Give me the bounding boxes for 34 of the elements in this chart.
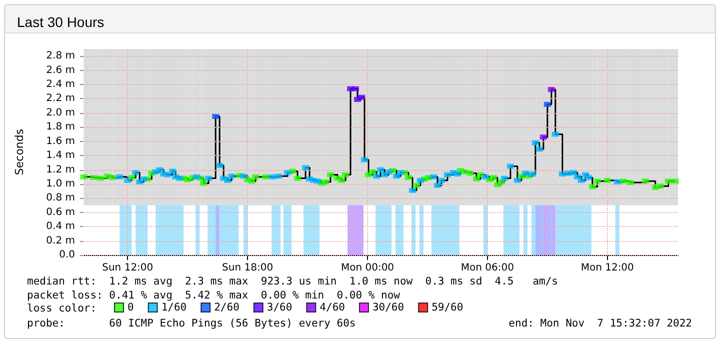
legend-label: 1/60 [161,302,187,314]
x-tick-label: Mon 00:00 [340,262,394,274]
legend-label: 3/60 [266,302,292,314]
y-tick-label: 2.0 m [46,107,75,118]
y-tick-label: 0.8 m [46,192,75,204]
legend-title: loss color: [27,302,97,314]
y-tick-label: 1.0 m [46,178,75,190]
y-tick-label: 0.6 m [46,206,75,218]
text: probe: 60 ICMP Echo Pings (56 Bytes) every 60s [27,318,356,330]
y-tick-label: 1.8 m [46,122,75,133]
y-tick-label: 2.8 m [46,50,75,62]
y-tick-label: 2.4 m [46,79,75,90]
y-tick-label: 2.2 m [46,93,75,104]
y-tick-label: 0.4 m [46,221,75,232]
x-tick-label: Mon 06:00 [460,262,514,274]
text: end: Mon Nov 7 15:32:07 2022 [508,318,692,330]
legend-label: 30/60 [372,302,404,314]
y-tick-label: 0.2 m [46,235,75,246]
legend-label: 4/60 [320,302,345,314]
chart-title: Last 30 Hours [17,14,104,30]
y-tick-label: 1.2 m [46,164,75,176]
legend-label: 59/60 [432,302,464,314]
legend-label: 0 [128,302,134,314]
text: packet loss: 0.41 % avg 5.42 % max 0.00 % min 0.00 % now [27,290,401,302]
x-tick-label: Sun 12:00 [102,262,154,274]
x-tick-label: Mon 12:00 [580,262,634,274]
y-axis-title: Seconds [13,128,26,176]
y-tick-label: 0.0 [59,250,75,260]
y-tick-label: 1.6 m [46,136,75,147]
x-tick-label: Sun 18:00 [222,262,274,274]
legend-label: 2/60 [214,302,240,314]
y-tick-label: 2.6 m [46,64,75,76]
y-tick-label: 1.4 m [46,150,75,162]
text: median rtt: 1.2 ms avg 2.3 ms max 923.3 us min 1.0 ms now 0.3 ms sd 4.5 am/s [27,276,558,288]
